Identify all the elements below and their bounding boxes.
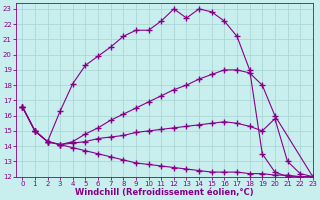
X-axis label: Windchill (Refroidissement éolien,°C): Windchill (Refroidissement éolien,°C) [75, 188, 254, 197]
